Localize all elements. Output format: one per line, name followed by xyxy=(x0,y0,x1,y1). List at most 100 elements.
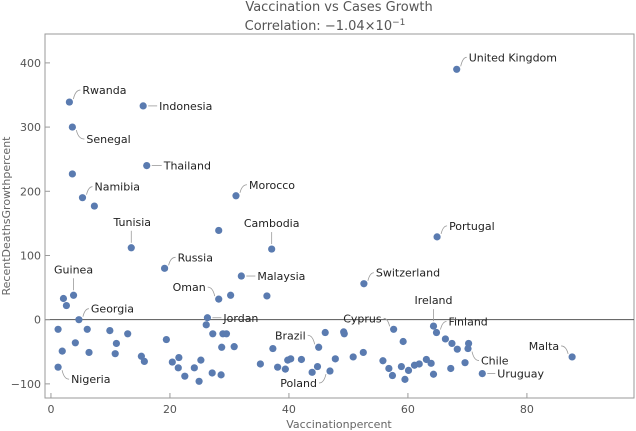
x-tick-label: 80 xyxy=(520,403,534,416)
y-axis-label: RecentDeathsGrowthpercent xyxy=(0,136,13,296)
data-point xyxy=(331,355,339,363)
data-point xyxy=(448,339,456,348)
point-label-switzerland: Switzerland xyxy=(376,267,440,280)
data-point-thailand xyxy=(143,162,151,170)
data-point xyxy=(427,359,435,367)
data-point-uruguay xyxy=(478,370,486,378)
data-point xyxy=(62,301,71,310)
x-tick-label: 60 xyxy=(401,403,415,416)
label-leader-switzerland xyxy=(367,272,374,281)
data-point xyxy=(404,366,413,374)
chart-subtitle: Correlation: −1.04×10−1 xyxy=(245,18,406,34)
x-tick-label: 0 xyxy=(47,403,54,416)
point-labels: United Kingdom Rwanda Indonesia Senegal Thai… xyxy=(54,51,559,390)
point-label-cambodia: Cambodia xyxy=(244,217,300,230)
point-label-malaysia: Malaysia xyxy=(257,270,305,283)
y-tick-label: −100 xyxy=(11,378,41,391)
y-tick-label: 200 xyxy=(20,185,41,198)
label-leader-russia xyxy=(168,256,176,266)
point-label-chile: Chile xyxy=(481,355,509,368)
label-leaders xyxy=(61,56,569,384)
data-point xyxy=(59,294,68,303)
data-point xyxy=(227,291,235,299)
data-point xyxy=(441,335,450,343)
data-point xyxy=(359,348,367,357)
data-point-poland xyxy=(326,367,334,375)
data-point xyxy=(71,339,79,347)
data-point-morocco xyxy=(232,192,240,200)
point-label-rwanda: Rwanda xyxy=(82,84,126,97)
data-point xyxy=(401,375,409,383)
label-leader-cyprus xyxy=(383,317,391,327)
data-point-jordan xyxy=(203,314,212,322)
data-point-chile xyxy=(464,344,472,353)
label-leader-portugal xyxy=(440,225,448,234)
data-point xyxy=(274,363,282,371)
data-point-brazil xyxy=(315,343,323,351)
label-leader-chile xyxy=(471,351,480,361)
chart-title: Vaccination vs Cases Growth xyxy=(245,0,432,15)
point-label-poland: Poland xyxy=(280,377,317,390)
data-points xyxy=(54,65,576,385)
data-point xyxy=(340,330,348,338)
data-point-malaysia xyxy=(237,272,245,280)
data-point xyxy=(397,362,405,371)
data-point xyxy=(297,355,306,364)
x-tick-label: 20 xyxy=(163,403,177,416)
data-point-portugal xyxy=(433,233,441,241)
point-label-jordan: Jordan xyxy=(222,312,258,325)
point-label-namibia: Namibia xyxy=(94,181,140,194)
data-point xyxy=(90,202,98,210)
data-point-russia xyxy=(160,264,169,272)
data-point-nigeria xyxy=(54,363,62,371)
data-point xyxy=(308,368,316,376)
data-point-finland xyxy=(432,328,441,337)
data-point xyxy=(256,360,264,368)
label-leader-oman xyxy=(207,286,216,297)
point-label-morocco: Morocco xyxy=(249,179,295,192)
data-point xyxy=(175,353,183,362)
x-axis-label: Vaccinationpercent xyxy=(286,418,392,431)
label-leader-namibia xyxy=(86,186,93,195)
data-point xyxy=(287,355,295,363)
data-point xyxy=(168,358,176,366)
data-point-georgia xyxy=(75,316,83,324)
data-point xyxy=(174,364,182,372)
point-label-portugal: Portugal xyxy=(449,220,495,233)
label-leader-morocco xyxy=(239,184,248,193)
data-point-rwanda xyxy=(65,98,73,106)
data-point xyxy=(209,330,217,338)
point-label-oman: Oman xyxy=(173,281,206,294)
label-leader-brazil xyxy=(307,334,316,345)
data-point xyxy=(215,226,223,235)
data-point xyxy=(313,362,322,371)
point-label-united-kingdom: United Kingdom xyxy=(469,51,557,64)
data-point-malta xyxy=(568,353,576,361)
data-point xyxy=(230,343,238,351)
label-leader-finland xyxy=(440,321,447,330)
point-label-georgia: Georgia xyxy=(91,303,134,316)
point-label-indonesia: Indonesia xyxy=(159,100,212,113)
data-point xyxy=(429,370,438,378)
point-label-senegal: Senegal xyxy=(86,133,130,146)
data-point xyxy=(321,328,329,337)
y-tick-label: 400 xyxy=(20,57,41,70)
label-leader-georgia xyxy=(82,308,89,317)
data-point-guinea xyxy=(69,291,78,299)
data-point xyxy=(106,326,114,335)
label-leader-malta xyxy=(561,345,569,355)
data-point-united-kingdom xyxy=(453,65,461,73)
label-leader-senegal xyxy=(75,129,85,140)
data-point-cambodia xyxy=(268,245,276,253)
axes-layer: 0 20 40 60 80 −100 0 100 200 300 400 xyxy=(11,57,634,416)
data-point xyxy=(54,325,62,333)
label-leader-poland xyxy=(318,373,327,384)
data-point xyxy=(111,350,119,358)
point-label-nigeria: Nigeria xyxy=(71,373,110,386)
chart-subtitle-exponent: −1 xyxy=(392,18,405,28)
data-point xyxy=(399,337,407,346)
y-tick-label: 0 xyxy=(34,314,41,327)
data-point xyxy=(453,345,461,353)
data-point xyxy=(269,344,277,353)
data-point xyxy=(422,355,430,364)
